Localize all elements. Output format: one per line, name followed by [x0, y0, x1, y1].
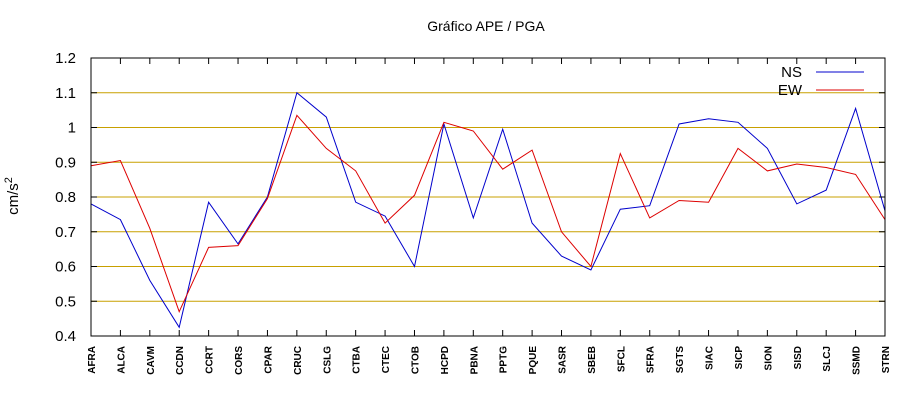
- x-tick-label: SICP: [734, 346, 745, 370]
- x-tick-label: CCDN: [175, 346, 186, 375]
- legend-label-ew: EW: [778, 82, 803, 99]
- y-tick-label: 0.6: [55, 259, 76, 276]
- x-tick-label: SION: [763, 346, 774, 370]
- x-tick-label: SGTS: [675, 346, 686, 374]
- x-tick-label: SIAC: [705, 346, 716, 370]
- x-tick-label: CTOB: [410, 346, 421, 374]
- legend-label-ns: NS: [781, 64, 802, 81]
- y-axis-label-superscript: 2: [3, 177, 15, 183]
- x-tick-label: ALCA: [116, 346, 127, 374]
- x-tick-label: CCRT: [205, 346, 216, 374]
- y-tick-label: 0.9: [55, 154, 76, 171]
- y-axis-label: cm/s2: [3, 177, 22, 215]
- x-tick-label: HCPD: [440, 346, 451, 374]
- x-tick-label: AFRA: [87, 346, 98, 374]
- x-tick-label: SBEB: [587, 346, 598, 374]
- y-tick-label: 0.4: [55, 328, 76, 345]
- x-tick-label: CAVM: [146, 346, 157, 375]
- x-tick-label: CORS: [234, 346, 245, 375]
- y-tick-label: 0.8: [55, 189, 76, 206]
- series-line-ew: [90, 114, 886, 314]
- series-line-ns: [90, 91, 886, 329]
- grid-lines: [91, 92, 885, 302]
- y-tick-label: 1.2: [55, 50, 76, 67]
- x-tick-label: CTEC: [381, 346, 392, 373]
- chart-title: Gráfico APE / PGA: [427, 18, 545, 34]
- x-tick-label: SSMD: [852, 346, 863, 375]
- x-tick-label: STRN: [881, 346, 892, 373]
- y-axis-label-unit: cm/s: [5, 183, 22, 215]
- y-axis-ticks: 0.4 0.5 0.6 0.7 0.8 0.9 1 1.1 1.2: [55, 50, 885, 345]
- x-tick-label: SFRA: [646, 346, 657, 373]
- x-tick-label: SLCJ: [822, 346, 833, 372]
- x-tick-label: SISD: [793, 346, 804, 369]
- x-tick-label: CPAR: [263, 345, 274, 373]
- x-tick-label: CRUC: [293, 346, 304, 375]
- x-axis-ticks: AFRA ALCA CAVM CCDN CCRT CORS CPAR CRUC CSLG CTBA…: [87, 58, 892, 375]
- y-tick-label: 0.5: [55, 293, 76, 310]
- x-tick-label: SASR: [558, 345, 569, 374]
- x-tick-label: PPTG: [499, 346, 510, 373]
- x-tick-label: CTBA: [352, 346, 363, 374]
- y-tick-label: 1.1: [55, 85, 76, 102]
- x-tick-label: SFCL: [616, 346, 627, 372]
- y-tick-label: 0.7: [55, 224, 76, 241]
- x-tick-label: CSLG: [322, 346, 333, 374]
- y-tick-label: 1: [68, 120, 76, 137]
- x-tick-label: PBNA: [469, 346, 480, 374]
- x-tick-label: PQUE: [528, 346, 539, 375]
- series-lines: [90, 91, 886, 329]
